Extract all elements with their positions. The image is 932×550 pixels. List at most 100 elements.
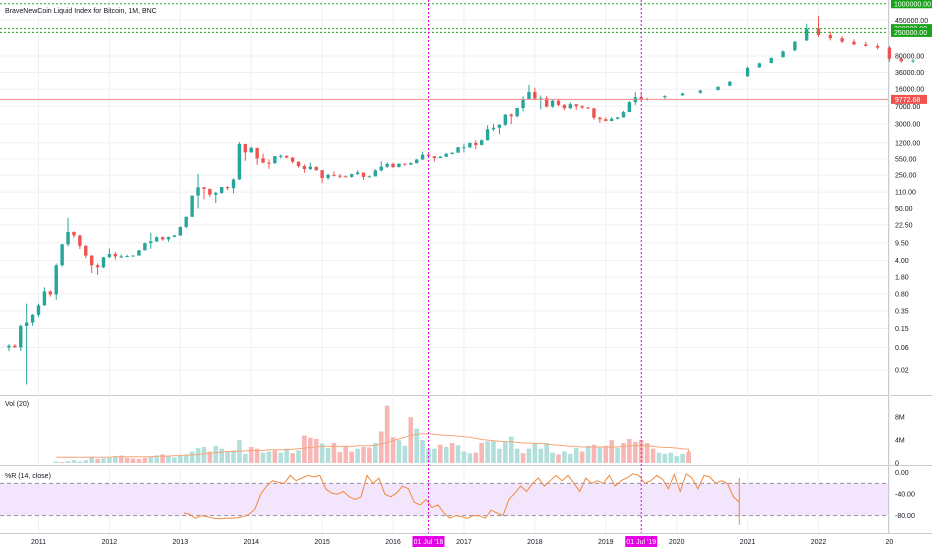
candle[interactable] xyxy=(208,188,212,195)
candle[interactable] xyxy=(214,192,218,195)
candle[interactable] xyxy=(539,98,543,100)
candle[interactable] xyxy=(290,157,295,162)
volume-bar[interactable] xyxy=(243,453,248,463)
volume-bar[interactable] xyxy=(178,455,183,463)
candle[interactable] xyxy=(604,119,608,121)
candle[interactable] xyxy=(355,172,360,175)
candle[interactable] xyxy=(403,163,407,165)
candle[interactable] xyxy=(349,174,354,177)
volume-bar[interactable] xyxy=(485,441,490,463)
candle[interactable] xyxy=(7,345,11,348)
candle[interactable] xyxy=(544,98,549,107)
candle[interactable] xyxy=(621,112,626,118)
candle[interactable] xyxy=(267,162,271,164)
price-pane[interactable] xyxy=(7,15,915,385)
candle[interactable] xyxy=(84,245,88,256)
projected-candle[interactable] xyxy=(816,28,821,36)
volume-bar[interactable] xyxy=(367,447,372,463)
candle[interactable] xyxy=(243,144,248,153)
candle[interactable] xyxy=(609,118,614,121)
volume-bar[interactable] xyxy=(231,450,236,463)
candle[interactable] xyxy=(444,153,448,157)
candle[interactable] xyxy=(261,158,265,163)
candle[interactable] xyxy=(409,163,413,165)
volume-bar[interactable] xyxy=(355,448,360,463)
volume-bar[interactable] xyxy=(201,446,207,463)
candle[interactable] xyxy=(95,265,100,268)
candle[interactable] xyxy=(474,142,478,145)
volume-bar[interactable] xyxy=(213,445,219,463)
candle[interactable] xyxy=(639,97,643,100)
volume-bar[interactable] xyxy=(662,453,668,463)
projected-candle[interactable] xyxy=(793,41,797,51)
candle[interactable] xyxy=(397,163,401,168)
projected-candle[interactable] xyxy=(781,51,785,58)
candle[interactable] xyxy=(373,170,378,177)
volume-bar[interactable] xyxy=(142,457,148,463)
volume-bar[interactable] xyxy=(118,455,124,463)
candle[interactable] xyxy=(550,100,555,107)
volume-bar[interactable] xyxy=(426,448,431,463)
candle[interactable] xyxy=(562,104,567,109)
candle[interactable] xyxy=(131,255,135,257)
candle[interactable] xyxy=(450,152,454,154)
williams-r-pane[interactable] xyxy=(0,472,888,525)
candle[interactable] xyxy=(580,106,584,108)
volume-bar[interactable] xyxy=(101,458,106,463)
candle[interactable] xyxy=(326,174,330,179)
volume-bar[interactable] xyxy=(237,440,242,463)
candle[interactable] xyxy=(367,176,372,178)
volume-bar[interactable] xyxy=(373,442,378,463)
candle[interactable] xyxy=(391,163,395,168)
candle[interactable] xyxy=(113,254,118,257)
projected-candle[interactable] xyxy=(875,45,880,48)
volume-bar[interactable] xyxy=(172,457,177,463)
projected-candle[interactable] xyxy=(852,41,856,45)
projected-candle[interactable] xyxy=(698,90,703,93)
candle[interactable] xyxy=(509,114,513,117)
volume-bar[interactable] xyxy=(160,454,165,463)
volume-bar[interactable] xyxy=(136,458,142,463)
volume-bar[interactable] xyxy=(438,444,443,463)
candle[interactable] xyxy=(497,124,502,128)
candle[interactable] xyxy=(202,187,206,189)
volume-bar[interactable] xyxy=(195,448,201,463)
candle[interactable] xyxy=(308,166,313,169)
candle[interactable] xyxy=(89,255,94,266)
candle[interactable] xyxy=(143,243,147,251)
volume-bar[interactable] xyxy=(284,448,289,463)
candle[interactable] xyxy=(24,322,29,326)
projected-candle[interactable] xyxy=(899,58,903,62)
volume-bar[interactable] xyxy=(130,458,136,463)
volume-bar[interactable] xyxy=(650,448,656,463)
volume-bar[interactable] xyxy=(343,445,349,463)
candle[interactable] xyxy=(426,154,431,157)
volume-pane[interactable] xyxy=(53,405,691,463)
volume-bar[interactable] xyxy=(497,448,502,463)
candle[interactable] xyxy=(196,187,200,196)
volume-bar[interactable] xyxy=(53,461,59,463)
candle[interactable] xyxy=(338,175,342,177)
volume-bar[interactable] xyxy=(71,460,77,463)
candle[interactable] xyxy=(533,91,537,99)
candle[interactable] xyxy=(503,114,508,125)
projected-candle[interactable] xyxy=(828,35,833,39)
projected-candle[interactable] xyxy=(864,44,868,46)
candle[interactable] xyxy=(320,170,324,179)
candle[interactable] xyxy=(414,159,419,164)
volume-bar[interactable] xyxy=(219,448,224,463)
candle[interactable] xyxy=(66,231,70,245)
volume-bar[interactable] xyxy=(183,454,189,463)
volume-bar[interactable] xyxy=(538,448,544,463)
volume-bar[interactable] xyxy=(467,453,473,463)
volume-bar[interactable] xyxy=(313,438,319,463)
volume-bar[interactable] xyxy=(532,442,538,463)
volume-bar[interactable] xyxy=(432,448,437,463)
candle[interactable] xyxy=(190,195,194,217)
volume-bar[interactable] xyxy=(260,452,266,463)
candle[interactable] xyxy=(255,147,259,159)
candle[interactable] xyxy=(627,102,632,113)
candle[interactable] xyxy=(137,250,141,256)
projected-candle[interactable] xyxy=(728,81,732,86)
volume-bar[interactable] xyxy=(59,462,65,463)
